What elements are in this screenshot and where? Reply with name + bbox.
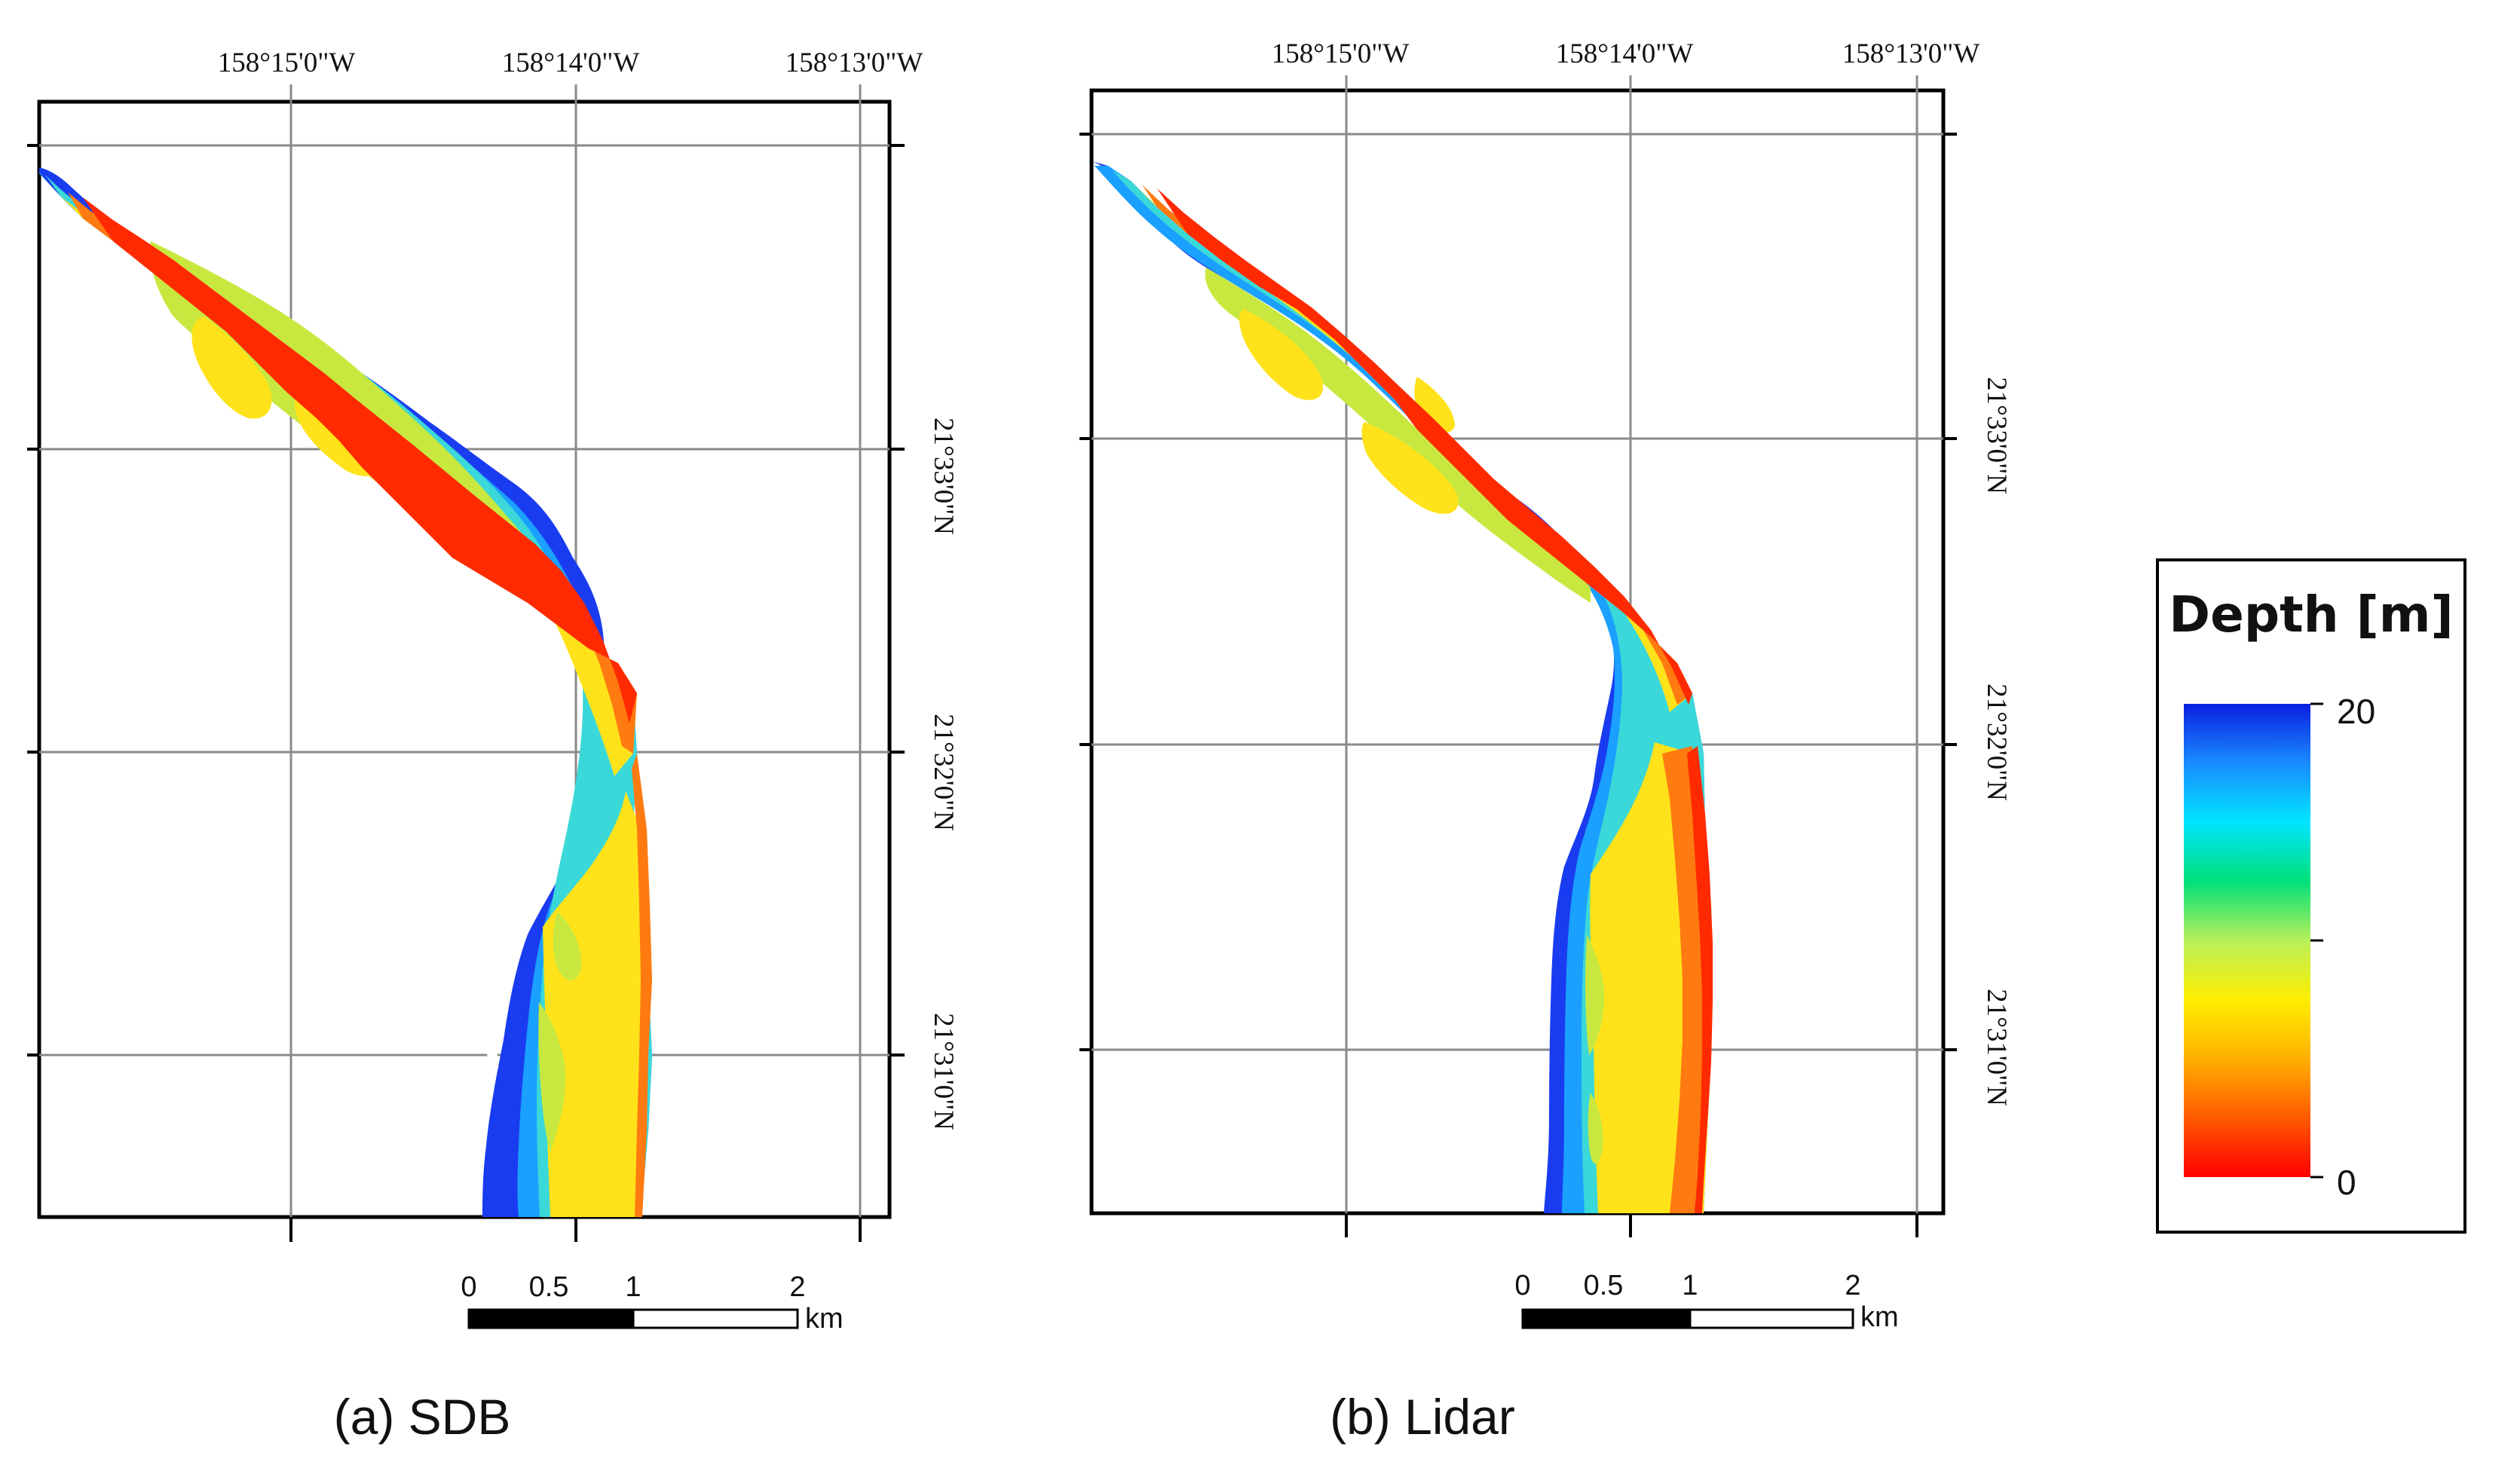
panel-lidar: 158°15'0"W 158°14'0"W 158°13'0"W 21°33'0…: [1079, 38, 2012, 1445]
scale-unit: km: [1860, 1301, 1899, 1333]
lat-label: 21°33'0"N: [1981, 377, 2012, 494]
lon-label: 158°14'0"W: [502, 47, 640, 78]
scale-tick-label: 1: [1682, 1270, 1698, 1301]
scale-unit: km: [805, 1303, 844, 1335]
lon-label: 158°15'0"W: [1272, 38, 1410, 69]
lat-label: 21°32'0"N: [928, 714, 959, 831]
lon-label: 158°13'0"W: [785, 47, 923, 78]
lon-label: 158°14'0"W: [1556, 38, 1694, 69]
lat-label: 21°33'0"N: [928, 417, 959, 535]
scale-tick-label: 1: [625, 1271, 641, 1303]
depth-legend: Depth [m] 20 0: [2156, 558, 2466, 1234]
tick-marks: [1079, 133, 1957, 1237]
scale-tick-label: 0: [1514, 1270, 1530, 1301]
scale-tick-label: 2: [789, 1271, 805, 1303]
tick-marks: [27, 144, 905, 1242]
legend-max-label: 20: [2337, 692, 2375, 731]
map-frame: [1089, 88, 1946, 1216]
scale-bar: 0 0.5 1 2 km: [461, 1271, 843, 1335]
depth-raster: [1092, 161, 1713, 1213]
depth-raster: [39, 167, 652, 1217]
legend-min-label: 0: [2337, 1163, 2356, 1202]
lat-label: 21°31'0"N: [928, 1013, 959, 1130]
legend-title: Depth [m]: [2169, 586, 2453, 644]
scale-tick-label: 2: [1845, 1270, 1860, 1301]
panel-sdb: 158°15'0"W 158°14'0"W 158°13'0"W 21°33'0…: [27, 47, 959, 1445]
scale-bar: 0 0.5 1 2 km: [1514, 1270, 1898, 1333]
scale-tick-label: 0: [461, 1271, 476, 1303]
legend-color-ramp: [2184, 704, 2310, 1177]
lon-label: 158°15'0"W: [218, 47, 356, 78]
lat-label: 21°31'0"N: [1981, 989, 2012, 1106]
scale-tick-label: 0.5: [1584, 1270, 1624, 1301]
lon-label: 158°13'0"W: [1842, 38, 1980, 69]
panel-caption: (a) SDB: [334, 1389, 511, 1445]
lat-label: 21°32'0"N: [1981, 683, 2012, 801]
panel-caption: (b) Lidar: [1330, 1389, 1515, 1445]
scale-tick-label: 0.5: [529, 1271, 569, 1303]
